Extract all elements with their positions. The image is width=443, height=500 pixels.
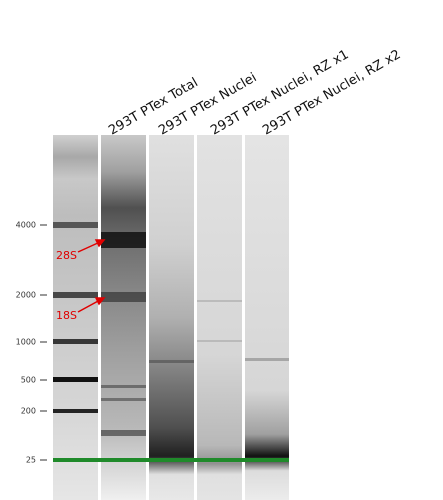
ladder-label: 500: [21, 376, 36, 385]
ladder-label: 200: [21, 407, 36, 416]
gel-figure: 4000 2000 1000 500 200 25 28S 18S 293T P…: [0, 0, 443, 500]
ladder-label: 1000: [16, 338, 36, 347]
marker-line: [53, 458, 289, 462]
ladder-label: 2000: [16, 291, 36, 300]
ladder-ticks: [40, 225, 47, 460]
annotation: 28S: [56, 249, 77, 262]
lane: [197, 135, 242, 500]
lane: [101, 135, 146, 500]
lane: [149, 135, 194, 500]
lane: [245, 135, 289, 500]
annotation: 18S: [56, 309, 77, 322]
gel-image: 4000 2000 1000 500 200 25 28S 18S 293T P…: [0, 0, 443, 500]
ladder-label: 4000: [16, 221, 36, 230]
ladder-label: 25: [26, 456, 36, 465]
lanes: [53, 135, 289, 500]
